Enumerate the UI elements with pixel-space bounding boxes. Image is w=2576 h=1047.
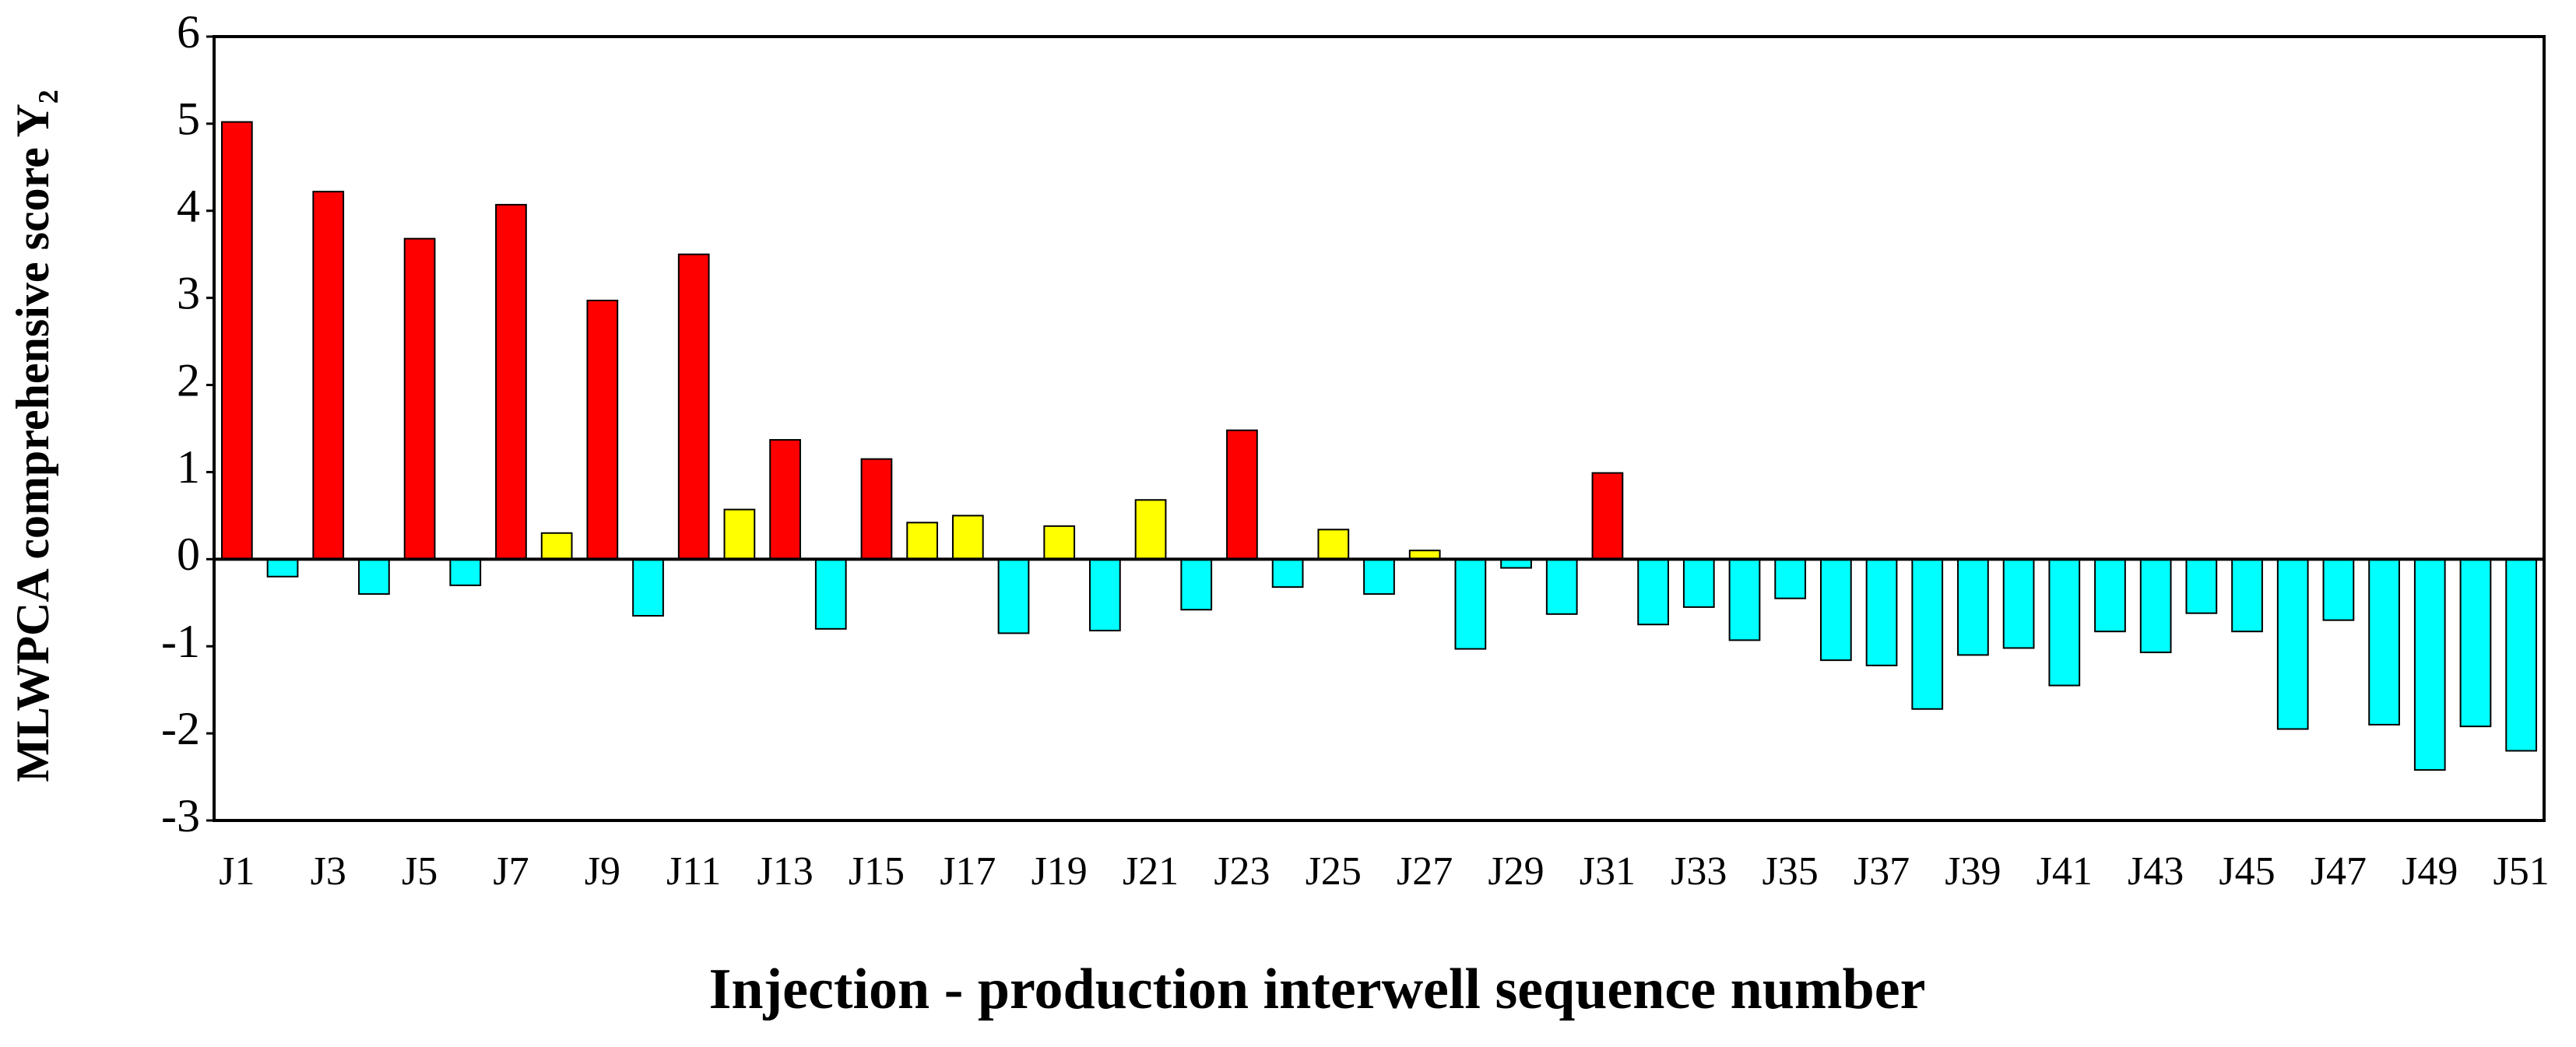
y-tick-label: 2 xyxy=(177,354,200,406)
bar xyxy=(632,558,664,617)
x-tick-label: J29 xyxy=(1488,849,1544,894)
x-tick-label: J41 xyxy=(2037,849,2093,894)
x-tick-label: J17 xyxy=(940,849,996,894)
y-tick-label: 0 xyxy=(177,529,200,580)
bar xyxy=(449,558,482,586)
x-tick-label: J43 xyxy=(2128,849,2184,894)
bar xyxy=(586,300,619,560)
bar xyxy=(1819,558,1852,662)
x-tick-label: J7 xyxy=(493,849,529,894)
bar xyxy=(1637,558,1669,626)
bar xyxy=(1865,558,1898,666)
bar xyxy=(1774,558,1807,599)
bar xyxy=(1911,558,1944,710)
y-tick-label: -3 xyxy=(161,790,200,841)
x-tick-label: J49 xyxy=(2402,849,2458,894)
x-tick-label: J35 xyxy=(1762,849,1819,894)
bar xyxy=(1682,558,1715,608)
x-axis-title: Injection - production interwell sequenc… xyxy=(709,957,1926,1021)
bar xyxy=(1454,558,1487,650)
x-tick-label: J45 xyxy=(2219,849,2275,894)
x-tick-label: J13 xyxy=(757,849,813,894)
y-tick-label: 6 xyxy=(177,6,200,58)
x-tick-label: J39 xyxy=(1945,849,2001,894)
bar xyxy=(860,458,893,560)
x-tick-label: J47 xyxy=(2311,849,2367,894)
bar xyxy=(1545,558,1578,615)
x-tick-label: J31 xyxy=(1580,849,1636,894)
bar xyxy=(2094,558,2126,633)
bar xyxy=(2459,558,2492,728)
bar xyxy=(769,439,801,560)
bar xyxy=(1180,558,1213,611)
bar xyxy=(312,191,345,560)
y-tick-label: -2 xyxy=(161,703,200,754)
y-tick-label: 1 xyxy=(177,441,200,493)
bar xyxy=(540,532,573,560)
bar xyxy=(1226,429,1258,560)
bar xyxy=(814,558,847,630)
x-tick-label: J3 xyxy=(311,849,346,894)
y-tick-label: 4 xyxy=(177,181,200,232)
y-tick-label: 5 xyxy=(177,93,200,145)
x-tick-label: J5 xyxy=(402,849,438,894)
x-tick-label: J23 xyxy=(1214,849,1270,894)
bar xyxy=(2231,558,2263,633)
bar xyxy=(2139,558,2172,654)
plot-frame xyxy=(213,35,2546,822)
x-tick-label: J37 xyxy=(1854,849,1910,894)
bar xyxy=(906,522,939,560)
bar xyxy=(1728,558,1761,641)
bar xyxy=(220,121,253,560)
x-tick-label: J1 xyxy=(219,849,255,894)
y-tick-label: 3 xyxy=(177,267,200,318)
x-tick-label: J21 xyxy=(1123,849,1179,894)
x-tick-label: J33 xyxy=(1671,849,1727,894)
bar xyxy=(2413,558,2446,771)
bar xyxy=(723,508,756,560)
bar xyxy=(1271,558,1304,588)
bar xyxy=(266,558,299,578)
bar xyxy=(2505,558,2538,752)
x-tick-label: J25 xyxy=(1306,849,1362,894)
bar xyxy=(2276,558,2309,730)
bar xyxy=(2322,558,2355,621)
bar xyxy=(495,203,527,560)
x-tick-label: J15 xyxy=(849,849,905,894)
bar xyxy=(1363,558,1395,596)
bar xyxy=(1043,525,1076,560)
y-tick-label: -1 xyxy=(161,616,200,667)
bar xyxy=(997,558,1030,634)
bar xyxy=(1089,558,1121,632)
bar xyxy=(677,253,710,560)
bar xyxy=(951,515,984,560)
x-tick-label: J27 xyxy=(1397,849,1453,894)
bar xyxy=(403,237,436,560)
bar xyxy=(2002,558,2035,649)
y-axis-title: MLWPCA comprehensive score Y₂ xyxy=(7,90,58,782)
bar xyxy=(1957,558,1989,656)
x-tick-label: J9 xyxy=(585,849,620,894)
bar xyxy=(1591,472,1624,560)
bar xyxy=(1134,499,1167,560)
x-tick-label: J19 xyxy=(1031,849,1088,894)
bar xyxy=(2368,558,2400,726)
bar xyxy=(2048,558,2081,687)
x-tick-label: J51 xyxy=(2493,849,2550,894)
bar xyxy=(2185,558,2218,614)
bar xyxy=(1317,529,1350,560)
x-tick-label: J11 xyxy=(666,849,721,894)
bar xyxy=(358,558,390,596)
